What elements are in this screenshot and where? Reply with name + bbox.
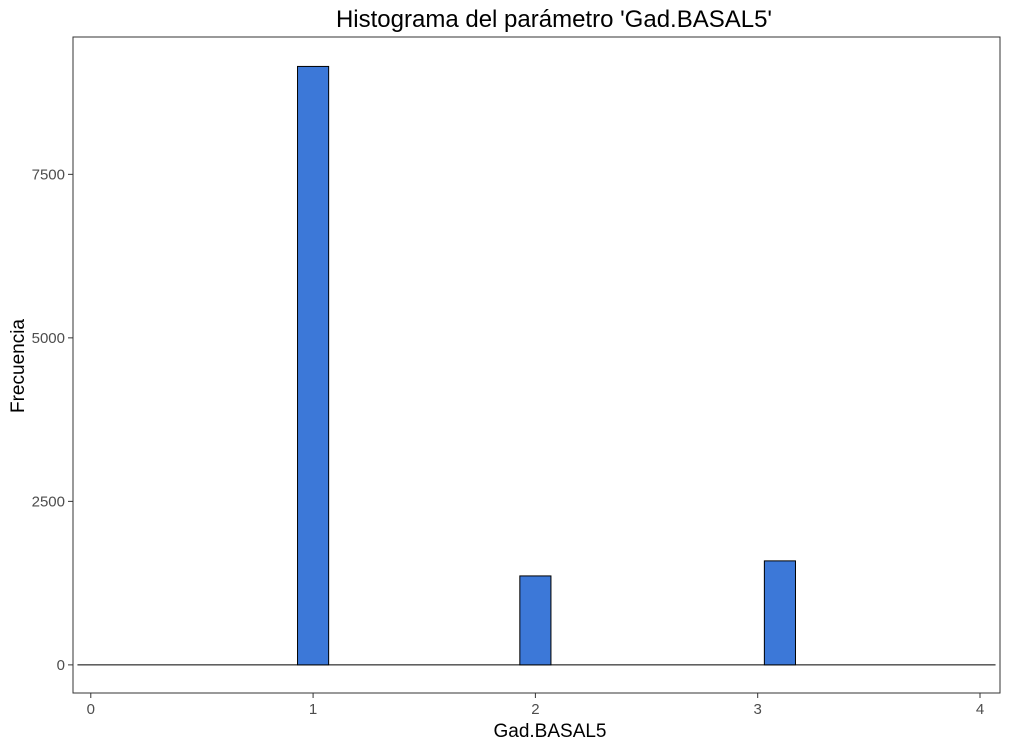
y-axis-label: Frecuencia [8,319,29,413]
histogram-bar [297,65,330,666]
x-tick-label: 2 [531,701,539,718]
x-tick-label: 4 [976,701,984,718]
axis-ticks: 0 1 2 3 4 0 2500 5000 7500 [32,166,985,718]
histogram-bar [519,575,552,666]
x-tick-label: 0 [87,701,95,718]
histogram-bar [763,560,796,666]
chart-marks [77,65,996,666]
x-axis-label: Gad.BASAL5 [493,721,606,742]
y-tick-label: 5000 [32,330,65,347]
x-tick-label: 1 [309,701,317,718]
y-tick-label: 0 [57,657,65,674]
chart-title: Histograma del parámetro 'Gad.BASAL5' [336,6,772,33]
y-tick-label: 2500 [32,493,65,510]
y-tick-label: 7500 [32,166,65,183]
x-tick-label: 3 [754,701,762,718]
